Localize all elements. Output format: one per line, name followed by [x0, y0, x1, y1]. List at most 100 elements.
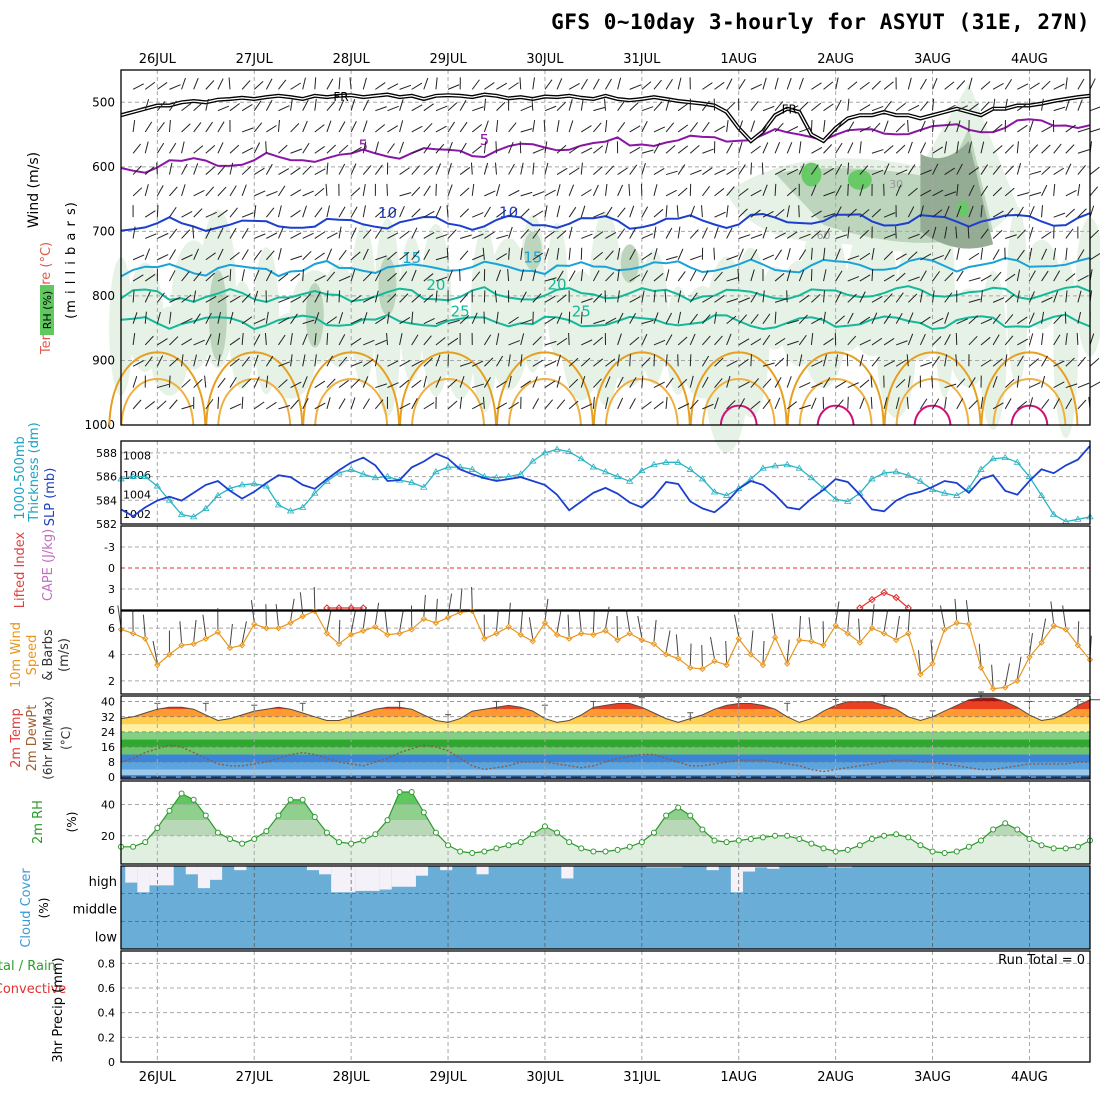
thickness-marker	[1001, 453, 1009, 460]
wind-barb	[1041, 166, 1051, 175]
wind-barb	[217, 78, 224, 90]
temp-band	[121, 709, 1090, 717]
rh-shade-mid	[208, 270, 227, 361]
wind-barb	[181, 141, 185, 154]
wind-barb	[1089, 106, 1100, 112]
wind-barb	[314, 124, 325, 133]
wind-barb	[278, 361, 290, 367]
rh-area	[121, 792, 1090, 864]
rh-marker	[1002, 820, 1009, 827]
wind-barb	[568, 145, 580, 154]
wind-barb	[593, 378, 602, 388]
wind-barb	[908, 276, 920, 282]
cloud-gap	[355, 866, 380, 891]
wind-barb	[653, 184, 658, 196]
wind-speed-marker	[263, 624, 270, 632]
isotherm-35	[120, 378, 195, 426]
rh-marker	[990, 826, 997, 833]
wind-barb	[568, 226, 573, 239]
wind-barb	[932, 254, 944, 261]
wind-barb	[1065, 332, 1068, 346]
date-label-bottom: 28JUL	[333, 1070, 371, 1085]
rh-marker	[481, 848, 488, 855]
wind-barb	[980, 247, 984, 260]
wind-barb	[290, 189, 302, 197]
wind-barb	[144, 291, 151, 303]
wind-barb	[617, 121, 626, 133]
wind-barb	[980, 81, 991, 90]
wind-barb	[968, 335, 978, 346]
wind-barb	[1041, 399, 1050, 410]
wind-barb	[156, 121, 165, 133]
wind-barb	[895, 253, 907, 261]
wind-barb	[181, 77, 186, 90]
wind-barb	[544, 340, 557, 346]
wind-barb	[653, 248, 658, 260]
wind-barb	[786, 248, 791, 260]
wind-barb	[810, 397, 817, 410]
wind-barb	[277, 119, 280, 133]
thickness-marker	[904, 471, 913, 478]
wind-speed-marker	[335, 640, 343, 648]
thickness-marker	[468, 465, 476, 472]
wind-barb	[375, 383, 387, 389]
wind-speed-marker	[214, 628, 222, 636]
wind-speed-marker	[759, 661, 767, 669]
wind-barb	[896, 340, 908, 346]
isotherm-35	[798, 378, 873, 426]
wind-speed-marker	[650, 640, 658, 648]
wind-barb	[375, 339, 387, 346]
wind-barb	[266, 190, 278, 197]
thickness-marker	[177, 510, 186, 517]
ylabel-temp-units: (°C)	[59, 726, 73, 750]
wind-barb	[387, 125, 398, 133]
wind-barb	[168, 375, 171, 388]
isotherm-40	[719, 404, 758, 426]
wind-barb	[568, 270, 576, 282]
wind-barb	[992, 376, 998, 388]
wind-barb	[217, 227, 224, 239]
rh-marker	[287, 796, 294, 803]
wind-speed-marker	[687, 664, 694, 671]
wind-barb	[1004, 78, 1013, 90]
wind-barb	[907, 251, 918, 261]
thickness-marker	[1025, 472, 1034, 479]
thickness-marker	[238, 481, 246, 488]
ylabel-lifted-index: Lifted Index	[13, 531, 28, 608]
wind-barb	[835, 206, 842, 218]
rh-marker	[711, 837, 718, 844]
thickness-marker	[1049, 510, 1058, 517]
wind-barb	[895, 226, 897, 239]
wind-barb	[363, 296, 375, 303]
wind-barb	[919, 142, 927, 154]
thickness-marker	[407, 478, 416, 485]
wind-barb	[447, 84, 460, 90]
wind-barb	[1041, 205, 1043, 218]
rh-marker	[941, 850, 948, 857]
wind-barb	[1004, 273, 1016, 282]
wind-barb	[593, 319, 605, 325]
thickness-marker	[831, 495, 840, 502]
thickness-marker	[686, 465, 694, 472]
wind-barb	[593, 231, 604, 239]
rh-marker	[360, 837, 367, 844]
wind-barb	[665, 227, 673, 239]
wind-barb	[1089, 357, 1100, 367]
wind-barb	[920, 169, 932, 176]
rh-contour-label: 30	[889, 178, 903, 191]
wind-barb	[907, 312, 914, 324]
wind-barb-10m	[313, 586, 316, 610]
wind-barb	[350, 397, 356, 410]
wind-barb-10m	[435, 598, 438, 621]
wind-barb-10m	[423, 594, 426, 617]
wind-barb	[241, 184, 247, 197]
wind-barb	[314, 252, 325, 261]
wind-barb	[278, 79, 287, 90]
wind-barb	[1041, 248, 1048, 260]
wind-barb	[156, 292, 165, 303]
wind-barb	[799, 382, 811, 389]
wind-barb	[423, 318, 435, 325]
wind-barb	[217, 311, 222, 324]
wind-barb	[544, 230, 555, 239]
wind-barb	[956, 318, 968, 325]
